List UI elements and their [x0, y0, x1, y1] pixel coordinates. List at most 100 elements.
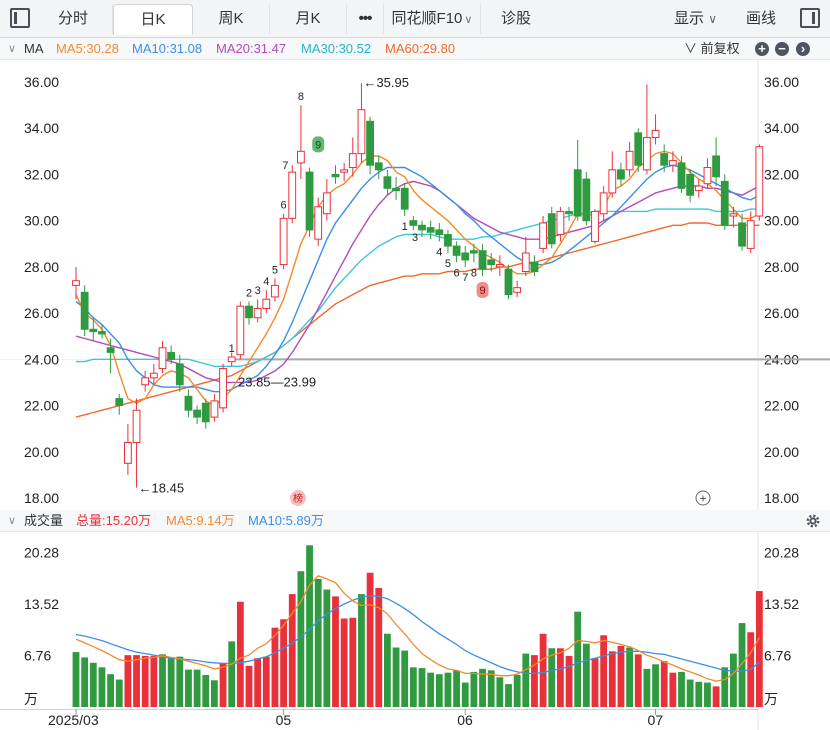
right-panel-toggle-icon[interactable] [800, 8, 820, 28]
tab-monthly-k[interactable]: 月K [270, 4, 347, 34]
zoom-out-icon[interactable]: − [775, 42, 789, 56]
ma10-line [75, 164, 760, 393]
candle-up [539, 222, 548, 249]
y-tick-label-left: 34.00 [24, 120, 59, 136]
volume-bar-down [479, 668, 486, 707]
chart-toolbar: 分时 日K 周K 月K ••• 同花顺F10 ∨ 诊股 显示 ∨ 画线 [0, 0, 830, 38]
candle-up [149, 372, 158, 379]
volume-bar-up [133, 655, 140, 707]
volume-bar-down [115, 679, 123, 707]
volume-bar-down [470, 671, 478, 707]
candle-down [383, 176, 392, 189]
volume-bar-up [262, 656, 270, 707]
y-tick-label-right: 28.00 [764, 259, 799, 275]
volume-bar-down [721, 667, 729, 707]
td-count-badge-label: 9 [315, 139, 321, 151]
volume-chart[interactable]: 20.28 20.28 13.52 13.52 6.76 6.76 万 万 2025/03 05 0… [0, 532, 830, 730]
td-count-label: 3 [412, 232, 418, 244]
tab-weekly-k[interactable]: 周K [193, 4, 270, 34]
draw-line-button[interactable]: 画线 [746, 10, 777, 27]
candle-down [331, 173, 340, 178]
candle-down [444, 234, 452, 247]
tab-diagnose[interactable]: 诊股 [500, 10, 531, 27]
adjust-selector[interactable]: ∨ 前复权 [684, 41, 740, 56]
candle-up [746, 220, 755, 249]
ma10-value: MA10:31.08 [132, 41, 203, 56]
candle-up [521, 252, 530, 273]
volume-y-tick-right: 20.28 [764, 544, 799, 560]
volume-bar-up [531, 655, 538, 707]
volume-bar-up [271, 627, 279, 707]
left-panel-toggle-icon[interactable] [10, 8, 30, 28]
indicator-name[interactable]: MA [24, 41, 44, 56]
zoom-in-icon[interactable]: + [755, 42, 769, 56]
volume-bar-down [306, 545, 313, 707]
rank-badge-icon [290, 490, 306, 506]
candle-down [193, 409, 201, 418]
display-menu[interactable]: 显示 ∨ [674, 4, 717, 34]
price-chart[interactable]: 36.00 36.00 34.00 34.00 32.00 32.00 30.00 30.00… [0, 60, 830, 510]
candle-up [729, 213, 738, 217]
candle-down [418, 224, 426, 231]
volume-y-tick-right: 6.76 [764, 647, 791, 663]
volume-bar-up [634, 654, 642, 707]
volume-bar-up [375, 588, 383, 707]
candle-up [132, 409, 141, 444]
display-label: 显示 [674, 10, 705, 27]
more-options-icon[interactable]: › [796, 42, 810, 56]
volume-bar-up [288, 594, 296, 707]
td-count-badge [476, 282, 489, 298]
candle-up [608, 169, 617, 194]
y-tick-label-left: 18.00 [24, 490, 59, 506]
volume-bar-down [738, 623, 746, 707]
volume-bar-up [349, 617, 357, 707]
x-tick-label: 06 [457, 712, 473, 728]
x-tick-label: 07 [648, 712, 664, 728]
candle-down [738, 222, 746, 247]
volume-bar-down [89, 662, 97, 707]
candle-up [495, 264, 504, 268]
ma30-value: MA30:30.52 [301, 41, 372, 56]
volume-bar-down [401, 650, 409, 707]
range-label: 23.85—23.99 [238, 374, 316, 389]
volume-bar-up [660, 661, 668, 707]
volume-bar-down [582, 643, 590, 707]
volume-ma5-value: MA5:9.14万 [166, 513, 235, 528]
volume-bar-down [409, 667, 417, 707]
candle-down [504, 268, 513, 296]
volume-bar-up [591, 658, 599, 707]
tab-f10[interactable]: 同花顺F10 ∨ [384, 4, 481, 34]
tab-daily-k[interactable]: 日K [113, 4, 193, 35]
candle-down [305, 171, 314, 231]
candle-down [89, 328, 98, 333]
volume-indicator-name[interactable]: 成交量 [24, 513, 64, 528]
volume-bar-up [280, 619, 287, 707]
candle-up [755, 146, 764, 217]
chevron-down-icon[interactable]: ∨ [8, 43, 17, 55]
y-tick-label-left: 24.00 [24, 351, 59, 367]
td-count-badge [312, 136, 325, 153]
volume-bar-down [695, 681, 703, 707]
candle-down [115, 398, 124, 407]
chevron-down-icon[interactable]: ∨ [8, 515, 17, 527]
tab-intraday[interactable]: 分时 [34, 4, 113, 34]
volume-bar-up [557, 648, 564, 707]
td-count-label: 2 [246, 288, 252, 300]
volume-bar-down [704, 682, 711, 707]
volume-bar-down [652, 664, 659, 707]
candle-down [461, 252, 470, 261]
volume-total: 总量:15.20万 [76, 513, 152, 528]
more-tabs-button[interactable]: ••• [347, 4, 384, 34]
settings-gear-icon[interactable] [805, 513, 821, 529]
candle-down [660, 153, 669, 166]
high-price-label: ←35.95 [363, 75, 409, 90]
candle-up [322, 192, 331, 215]
volume-ma5-line [75, 575, 760, 682]
candle-up [227, 356, 236, 363]
candle-down [686, 173, 695, 196]
y-tick-label-left: 22.00 [24, 398, 59, 414]
ma60-line [75, 222, 760, 418]
td-count-label: 5 [445, 258, 451, 270]
y-tick-label-left: 32.00 [24, 166, 59, 182]
td-count-label: 8 [471, 267, 477, 279]
